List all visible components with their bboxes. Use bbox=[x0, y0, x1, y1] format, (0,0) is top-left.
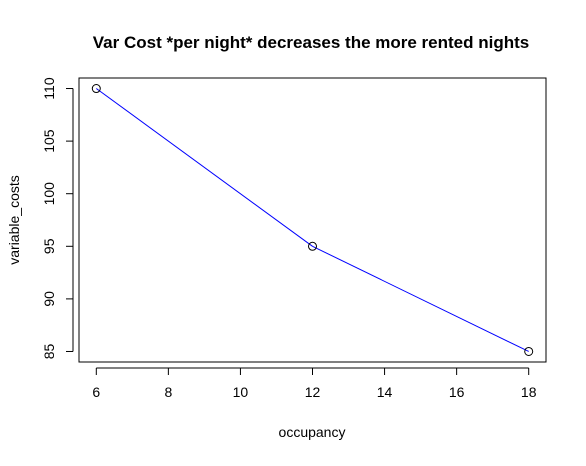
data-point bbox=[308, 241, 317, 251]
x-tick-label: 8 bbox=[164, 384, 172, 400]
series-line-segment bbox=[312, 245, 529, 352]
plot-frame bbox=[78, 77, 547, 363]
x-tick-label: 10 bbox=[233, 384, 249, 400]
series-line-segment bbox=[96, 88, 313, 247]
x-tick-label: 14 bbox=[377, 384, 393, 400]
y-tick-label: 90 bbox=[41, 291, 57, 307]
y-tick-label: 110 bbox=[41, 77, 57, 100]
x-axis: 6 8 10 12 14 16 18 bbox=[92, 367, 537, 400]
y-tick-label: 95 bbox=[41, 238, 57, 254]
x-tick-label: 12 bbox=[305, 384, 321, 400]
chart-title: Var Cost *per night* decreases the more … bbox=[93, 33, 529, 52]
x-tick-label: 18 bbox=[521, 384, 537, 400]
series-layer bbox=[91, 84, 534, 356]
y-axis-label: variable_costs bbox=[6, 175, 22, 265]
y-tick-label: 105 bbox=[41, 129, 57, 153]
y-tick-label: 100 bbox=[41, 182, 57, 206]
y-tick-label: 85 bbox=[41, 343, 57, 359]
y-axis: 85 90 95 100 105 110 bbox=[41, 77, 74, 359]
data-point bbox=[524, 346, 534, 356]
x-tick-label: 16 bbox=[449, 384, 465, 400]
x-tick-label: 6 bbox=[92, 384, 100, 400]
x-axis-label: occupancy bbox=[279, 424, 346, 440]
data-point bbox=[91, 84, 101, 94]
